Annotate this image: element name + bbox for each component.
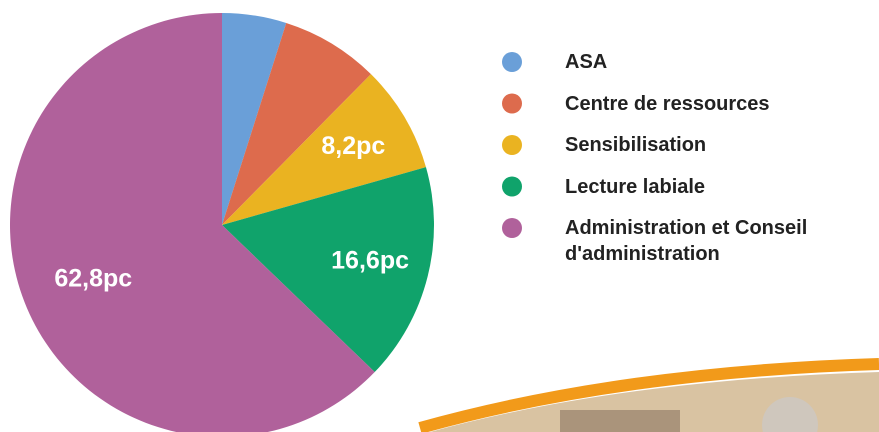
- legend-marker: [502, 135, 522, 155]
- legend-label: Sensibilisation: [565, 132, 875, 158]
- slice-label: 62,8pc: [54, 264, 132, 292]
- legend-label: Administration et Conseil d'administrati…: [565, 215, 875, 267]
- legend-label: Centre de ressources: [565, 91, 875, 117]
- legend-marker: [502, 218, 522, 238]
- slice-label: 8,2pc: [321, 132, 385, 160]
- legend-marker: [502, 94, 522, 114]
- legend-label: ASA: [565, 49, 875, 75]
- slice-label: 16,6pc: [331, 247, 409, 275]
- legend-marker: [502, 177, 522, 197]
- decoration: [420, 364, 879, 432]
- legend-label: Lecture labiale: [565, 174, 875, 200]
- legend-marker: [502, 52, 522, 72]
- page: 8,2pc 16,6pc 62,8pc ASA Centre de ressource…: [0, 0, 879, 432]
